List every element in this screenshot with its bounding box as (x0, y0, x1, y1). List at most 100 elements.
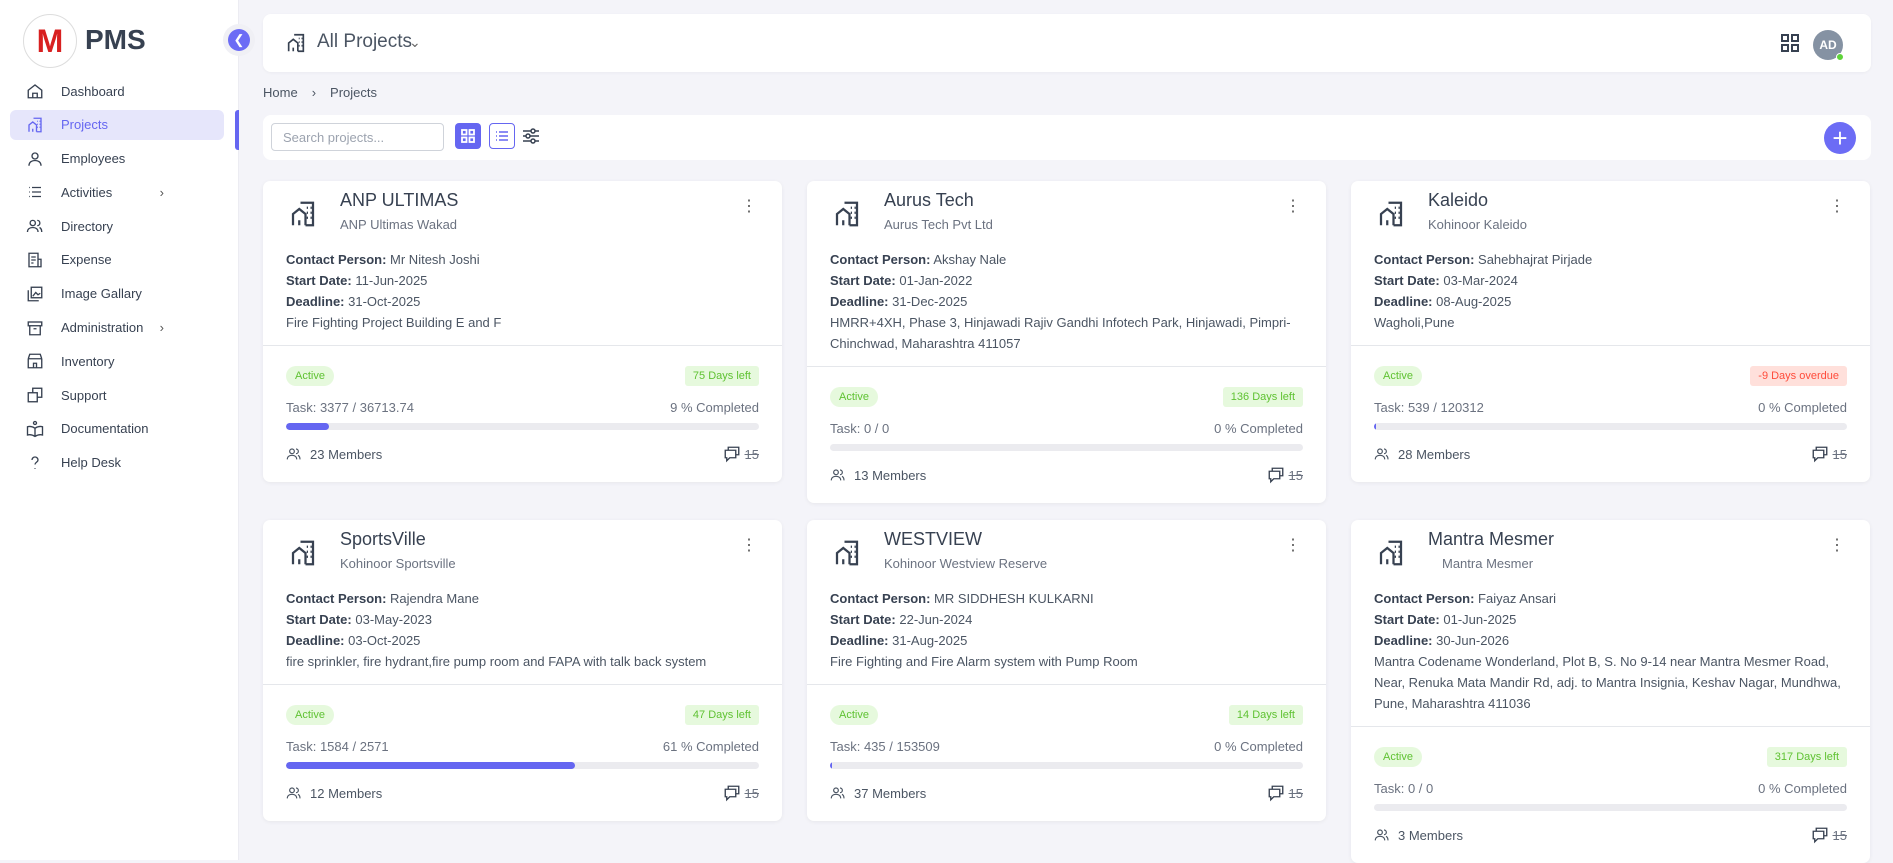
project-name[interactable]: ANP ULTIMAS (340, 190, 459, 210)
toolbar: + (263, 115, 1871, 160)
start-value: 11-Jun-2025 (355, 273, 428, 288)
sidebar-item-activities[interactable]: Activities › (10, 177, 224, 207)
progress-bar (286, 762, 759, 769)
collapse-sidebar-button[interactable]: ❮ (228, 29, 250, 51)
project-grid: ANP ULTIMAS ANP Ultimas Wakad ⋮ Contact … (263, 181, 1871, 863)
sidebar-item-dashboard[interactable]: Dashboard (10, 76, 224, 106)
members-count[interactable]: 13 Members (854, 467, 927, 483)
project-name[interactable]: Kaleido (1428, 190, 1489, 210)
sidebar-item-help-desk[interactable]: Help Desk (10, 448, 224, 478)
card-progress: Active 136 Days left Task: 0 / 0 0 % Compl… (807, 367, 1326, 503)
sidebar-item-directory[interactable]: Directory (10, 211, 224, 241)
avatar[interactable]: AD (1813, 30, 1844, 61)
chevron-down-icon[interactable]: ⌄ (409, 34, 421, 50)
more-options-icon[interactable]: ⋮ (1829, 537, 1845, 554)
sidebar-item-administration[interactable]: Administration › (10, 313, 224, 343)
task-count: Task: 0 / 0 (1374, 781, 1434, 796)
sidebar-item-expense[interactable]: Expense (10, 245, 224, 275)
start-label: Start Date: (286, 612, 352, 627)
project-selector[interactable]: All Projects (317, 31, 413, 52)
members-count[interactable]: 37 Members (854, 785, 927, 801)
active-indicator (235, 110, 239, 150)
members-count[interactable]: 28 Members (1398, 446, 1471, 462)
sidebar-item-label: Inventory (61, 353, 115, 369)
deadline-value: 31-Oct-2025 (348, 294, 421, 309)
sidebar-item-employees[interactable]: Employees (10, 144, 224, 174)
comments-count: 15 (1288, 467, 1303, 483)
days-badge: -9 Days overdue (1750, 366, 1847, 386)
project-card[interactable]: Kaleido Kohinoor Kaleido ⋮ Contact Perso… (1351, 181, 1870, 482)
filter-sliders-icon[interactable] (521, 126, 541, 146)
deadline-value: 31-Dec-2025 (892, 294, 968, 309)
deadline-label: Deadline: (286, 294, 345, 309)
members-count[interactable]: 23 Members (310, 446, 383, 462)
more-options-icon[interactable]: ⋮ (1285, 198, 1301, 215)
comments-icon[interactable] (1811, 826, 1829, 844)
start-label: Start Date: (1374, 273, 1440, 288)
more-options-icon[interactable]: ⋮ (741, 198, 757, 215)
sidebar-item-label: Expense (61, 252, 112, 268)
completion-percent: 0 % Completed (1758, 400, 1847, 415)
progress-bar (830, 444, 1303, 451)
deadline-label: Deadline: (830, 633, 889, 648)
search-input[interactable] (271, 123, 444, 151)
comments-icon[interactable] (723, 784, 741, 802)
breadcrumb-home[interactable]: Home (263, 85, 298, 100)
comments-icon[interactable] (1811, 445, 1829, 463)
apps-grid-icon[interactable] (1781, 34, 1799, 52)
sidebar: M PMS ❮ Dashboard Projects Employees Activi… (0, 0, 250, 860)
start-label: Start Date: (830, 612, 896, 627)
project-name[interactable]: SportsVille (340, 529, 426, 549)
comments-icon[interactable] (723, 445, 741, 463)
more-options-icon[interactable]: ⋮ (1285, 537, 1301, 554)
chevron-right-icon: › (159, 184, 164, 200)
contact-person: Contact Person: Akshay Nale (830, 249, 1303, 270)
contact-person: Contact Person: Sahebhajrat Pirjade (1374, 249, 1847, 270)
project-name[interactable]: Mantra Mesmer (1428, 529, 1555, 549)
list-view-button[interactable] (489, 123, 515, 149)
deadline: Deadline: 30-Jun-2026 (1374, 630, 1847, 651)
sidebar-item-documentation[interactable]: Documentation (10, 414, 224, 444)
sidebar-item-support[interactable]: Support (10, 380, 224, 410)
sidebar-item-inventory[interactable]: Inventory (10, 346, 224, 376)
project-card[interactable]: Mantra Mesmer Mantra Mesmer ⋮ Contact Pe… (1351, 520, 1870, 863)
sidebar-item-image-gallary[interactable]: Image Gallary (10, 279, 224, 309)
comments-count: 15 (1832, 446, 1847, 462)
comments-icon[interactable] (1267, 784, 1285, 802)
project-card[interactable]: ANP ULTIMAS ANP Ultimas Wakad ⋮ Contact … (263, 181, 782, 482)
sidebar-item-label: Help Desk (61, 455, 121, 471)
task-count: Task: 1584 / 2571 (286, 739, 389, 754)
archive-icon (27, 320, 43, 336)
project-subtitle: Kohinoor Sportsville (340, 556, 456, 571)
grid-view-button[interactable] (455, 123, 481, 149)
chevron-right-icon: › (311, 85, 317, 100)
project-card[interactable]: WESTVIEW Kohinoor Westview Reserve ⋮ Con… (807, 520, 1326, 821)
contact-value: Akshay Nale (933, 252, 1007, 267)
status-badge: Active (1374, 747, 1422, 767)
progress-bar (1374, 804, 1847, 811)
sidebar-item-label: Projects (61, 117, 108, 133)
comments-icon[interactable] (1267, 466, 1285, 484)
project-card[interactable]: Aurus Tech Aurus Tech Pvt Ltd ⋮ Contact … (807, 181, 1326, 503)
project-name[interactable]: WESTVIEW (884, 529, 982, 549)
question-icon (31, 456, 39, 469)
add-project-button[interactable]: + (1824, 122, 1856, 154)
more-options-icon[interactable]: ⋮ (1829, 198, 1845, 215)
building-icon (291, 201, 315, 227)
contact-person: Contact Person: MR SIDDHESH KULKARNI (830, 588, 1303, 609)
breadcrumb-projects: Projects (330, 85, 377, 100)
members-count[interactable]: 3 Members (1398, 827, 1464, 843)
days-badge: 47 Days left (684, 705, 759, 725)
list-icon (29, 187, 41, 198)
card-details: SportsVille Kohinoor Sportsville ⋮ Conta… (263, 520, 782, 685)
project-description: Wagholi,Pune (1374, 315, 1455, 330)
completion-percent: 9 % Completed (670, 400, 759, 415)
contact-person: Contact Person: Rajendra Mane (286, 588, 759, 609)
start-label: Start Date: (286, 273, 352, 288)
list-icon (496, 131, 508, 141)
members-count[interactable]: 12 Members (310, 785, 383, 801)
sidebar-item-projects[interactable]: Projects (10, 109, 224, 140)
more-options-icon[interactable]: ⋮ (741, 537, 757, 554)
project-name[interactable]: Aurus Tech (884, 190, 974, 210)
project-card[interactable]: SportsVille Kohinoor Sportsville ⋮ Conta… (263, 520, 782, 821)
